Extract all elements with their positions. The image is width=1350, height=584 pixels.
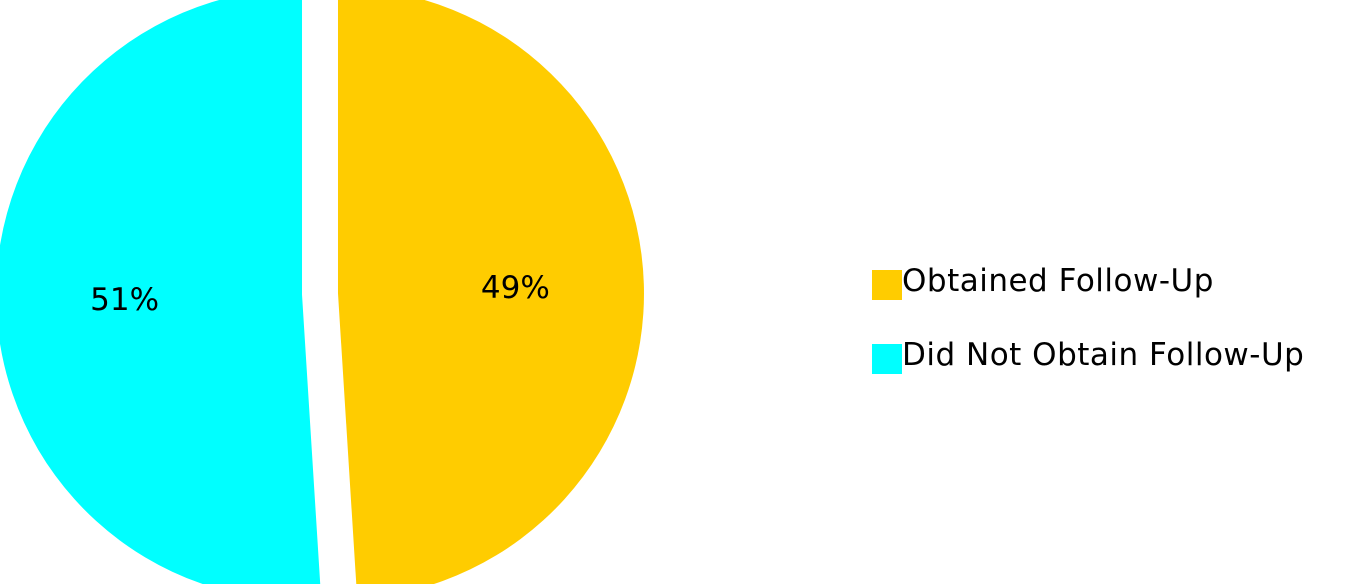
pie-label-obtained-follow-up: 49% bbox=[481, 270, 550, 306]
legend-label-did-not-obtain-follow-up: Did Not Obtain Follow-Up bbox=[902, 337, 1305, 373]
chart-legend: Obtained Follow-Up Did Not Obtain Follow… bbox=[872, 258, 1342, 406]
legend-item-obtained-follow-up: Obtained Follow-Up bbox=[872, 258, 1342, 304]
legend-label-obtained-follow-up: Obtained Follow-Up bbox=[902, 263, 1214, 299]
legend-swatch-obtained-follow-up bbox=[872, 270, 902, 300]
legend-item-did-not-obtain-follow-up: Did Not Obtain Follow-Up bbox=[872, 332, 1342, 378]
pie-label-did-not-obtain-follow-up: 51% bbox=[90, 282, 159, 318]
legend-swatch-did-not-obtain-follow-up bbox=[872, 344, 902, 374]
pie-slice-obtained-follow-up bbox=[337, 0, 644, 584]
pie-slice-did-not-obtain-follow-up bbox=[0, 0, 321, 584]
